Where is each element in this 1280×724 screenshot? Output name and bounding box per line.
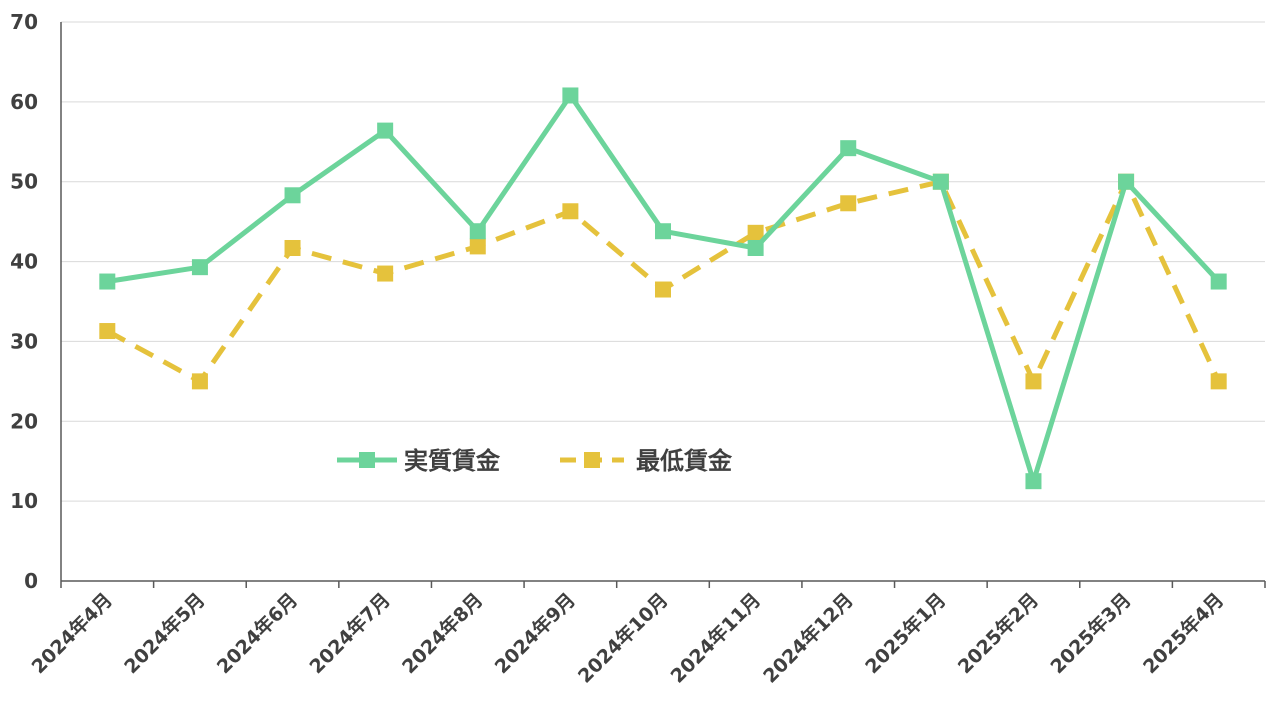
series-1-point-6 <box>562 87 579 104</box>
grid-lines <box>61 21 1265 502</box>
series-1-point-2 <box>191 259 208 276</box>
series-layer <box>99 87 1227 490</box>
y-tick-labels: 0 10 20 30 40 50 60 70 <box>10 10 38 593</box>
series-2-point-7 <box>655 281 671 298</box>
y-tick-label-60: 60 <box>10 90 38 114</box>
series-1-point-12 <box>1118 173 1135 190</box>
legend-marker-2 <box>584 452 600 468</box>
x-tick-label-12: 2025年3月 <box>1046 588 1136 678</box>
x-tick-label-9: 2024年12月 <box>759 588 858 687</box>
series-1-point-4 <box>377 122 394 139</box>
legend-label-2: 最低賃金 <box>636 447 733 475</box>
series-2-point-2 <box>191 373 208 390</box>
legend-item-2: 最低賃金 <box>560 447 733 475</box>
legend-marker-1 <box>359 452 375 468</box>
series-2-point-5 <box>469 238 486 255</box>
x-tick-label-3: 2024年6月 <box>212 588 302 678</box>
series-1-point-3 <box>284 187 301 204</box>
x-tick-label-2: 2024年5月 <box>120 588 210 678</box>
axes <box>60 22 1266 588</box>
y-tick-label-20: 20 <box>10 409 38 433</box>
series-1-point-10 <box>932 173 949 190</box>
series-1-point-8 <box>747 239 764 256</box>
y-tick-label-40: 40 <box>10 250 38 274</box>
legend-label-1: 実質賃金 <box>404 447 501 475</box>
y-tick-label-10: 10 <box>10 489 38 513</box>
x-tick-label-5: 2024年8月 <box>397 588 487 678</box>
y-tick-label-70: 70 <box>10 10 38 34</box>
series-1-point-7 <box>655 223 671 240</box>
series-2-point-13 <box>1210 373 1227 390</box>
x-tick-label-13: 2025年4月 <box>1138 588 1228 678</box>
x-tick-label-7: 2024年10月 <box>573 588 672 687</box>
x-tick-label-10: 2025年1月 <box>861 588 951 678</box>
series-1-point-1 <box>99 273 116 290</box>
series-2-point-6 <box>562 203 579 220</box>
series-1-point-9 <box>840 140 857 157</box>
series-1-point-5 <box>469 223 486 240</box>
series-1-point-13 <box>1210 273 1227 290</box>
y-tick-label-50: 50 <box>10 170 38 194</box>
x-tick-label-11: 2025年2月 <box>953 588 1043 678</box>
x-tick-labels: 2024年4月 2024年5月 2024年6月 2024年7月 2024年8月 2024年… <box>27 588 1228 687</box>
series-2-point-11 <box>1025 373 1042 390</box>
series-2-point-4 <box>377 265 394 282</box>
x-tick-label-6: 2024年9月 <box>490 588 580 678</box>
y-tick-label-30: 30 <box>10 329 38 353</box>
series-2-point-8 <box>747 224 764 241</box>
series-2-point-1 <box>99 323 116 340</box>
legend-item-1: 実質賃金 <box>337 447 501 475</box>
series-1-point-11 <box>1025 473 1042 490</box>
x-tick-label-1: 2024年4月 <box>27 588 117 678</box>
series-2-point-9 <box>840 195 857 212</box>
x-tick-label-4: 2024年7月 <box>305 588 395 678</box>
legend: 実質賃金 最低賃金 <box>337 447 733 475</box>
x-tick-label-8: 2024年11月 <box>666 588 765 687</box>
series-2-point-3 <box>284 239 301 256</box>
y-tick-label-0: 0 <box>24 569 38 593</box>
